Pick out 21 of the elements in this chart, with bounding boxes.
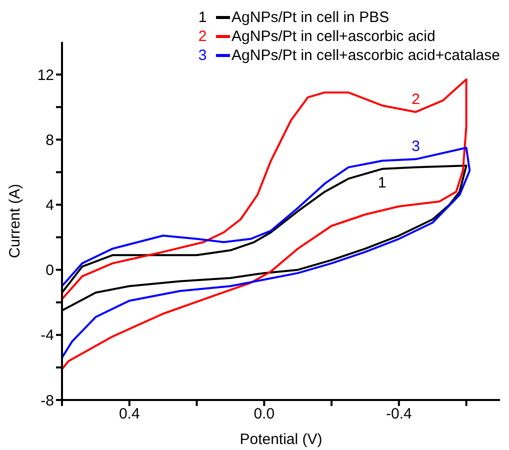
- legend-label: AgNPs/Pt in cell in PBS: [232, 8, 390, 27]
- annotation: 1: [378, 174, 386, 192]
- text: 1: [198, 9, 207, 26]
- y-axis-title: Current (A): [6, 184, 24, 258]
- y-tick-label: 4: [46, 197, 54, 214]
- y-tick-label: -4: [40, 327, 54, 344]
- text: 3: [198, 47, 207, 64]
- x-tick-label: -0.4: [386, 406, 412, 423]
- annotation: 3: [412, 138, 420, 156]
- line-series: [62, 78, 468, 370]
- y-tick-label: 0: [46, 262, 54, 280]
- legend-label: AgNPs/Pt in cell+ascorbic acid: [232, 27, 436, 46]
- annotation: 2: [412, 90, 420, 108]
- x-tick-label: 0.4: [118, 406, 140, 423]
- x-axis-title: Potential (V): [240, 431, 322, 448]
- text: 2: [198, 28, 207, 45]
- x-tick-label: 0.0: [254, 406, 275, 423]
- y-tick-label: 8: [46, 132, 54, 149]
- legend-label: AgNPs/Pt in cell+ascorbic acid+catalase: [232, 46, 500, 65]
- y-tick-label: 12: [37, 66, 54, 84]
- y-tick-label: -8: [40, 392, 54, 410]
